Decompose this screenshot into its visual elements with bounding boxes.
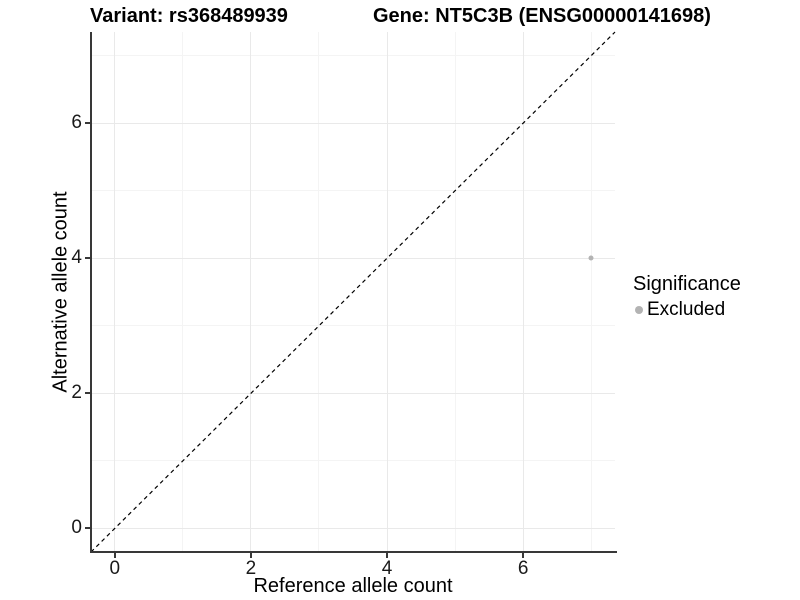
y-axis-tick xyxy=(85,527,90,530)
y-axis-line xyxy=(90,32,92,553)
x-tick-label: 2 xyxy=(245,558,257,579)
data-point xyxy=(588,255,594,261)
x-axis-tick xyxy=(113,553,116,558)
gridline-minor-horizontal xyxy=(91,55,615,57)
gridline-major-vertical xyxy=(114,32,116,552)
gridline-major-vertical xyxy=(250,32,252,552)
x-axis-title: Reference allele count xyxy=(253,575,453,597)
y-tick-label: 2 xyxy=(71,382,82,404)
gridline-minor-horizontal xyxy=(91,460,615,462)
plot-panel xyxy=(90,31,616,553)
legend-key-dot-icon xyxy=(635,306,643,314)
legend-item-label: Excluded xyxy=(647,299,726,320)
x-axis-tick xyxy=(249,553,252,558)
gridline-minor-horizontal xyxy=(91,190,615,192)
gridline-major-horizontal xyxy=(91,257,615,259)
gridline-minor-vertical xyxy=(318,32,320,552)
x-axis-tick xyxy=(522,553,525,558)
gridline-major-vertical xyxy=(386,32,388,552)
y-axis-tick xyxy=(85,392,90,395)
gridline-major-horizontal xyxy=(91,527,615,529)
gridline-minor-vertical xyxy=(590,32,592,552)
gridline-minor-horizontal xyxy=(91,325,615,327)
gridline-major-horizontal xyxy=(91,122,615,124)
gridline-major-horizontal xyxy=(91,392,615,394)
x-axis-tick xyxy=(386,553,389,558)
y-axis-tick xyxy=(85,257,90,260)
legend-item-excluded: Excluded xyxy=(633,299,741,321)
plot-title-variant: Variant: rs368489939 xyxy=(90,5,288,27)
x-tick-label: 4 xyxy=(381,558,393,579)
gridline-minor-vertical xyxy=(454,32,456,552)
y-tick-label: 0 xyxy=(71,517,82,539)
y-tick-label: 6 xyxy=(71,112,82,134)
plot-title-gene: Gene: NT5C3B (ENSG00000141698) xyxy=(373,5,711,27)
legend: Significance Excluded xyxy=(633,273,741,321)
x-tick-label: 6 xyxy=(517,558,529,579)
y-tick-label: 4 xyxy=(71,247,82,269)
x-axis-line xyxy=(90,551,617,553)
x-tick-label: 0 xyxy=(109,558,121,579)
legend-title: Significance xyxy=(633,273,741,295)
identity-reference-line xyxy=(90,31,616,553)
gridline-major-vertical xyxy=(522,32,524,552)
y-axis-title: Alternative allele count xyxy=(49,191,72,393)
gridline-minor-vertical xyxy=(182,32,184,552)
y-axis-tick xyxy=(85,122,90,125)
